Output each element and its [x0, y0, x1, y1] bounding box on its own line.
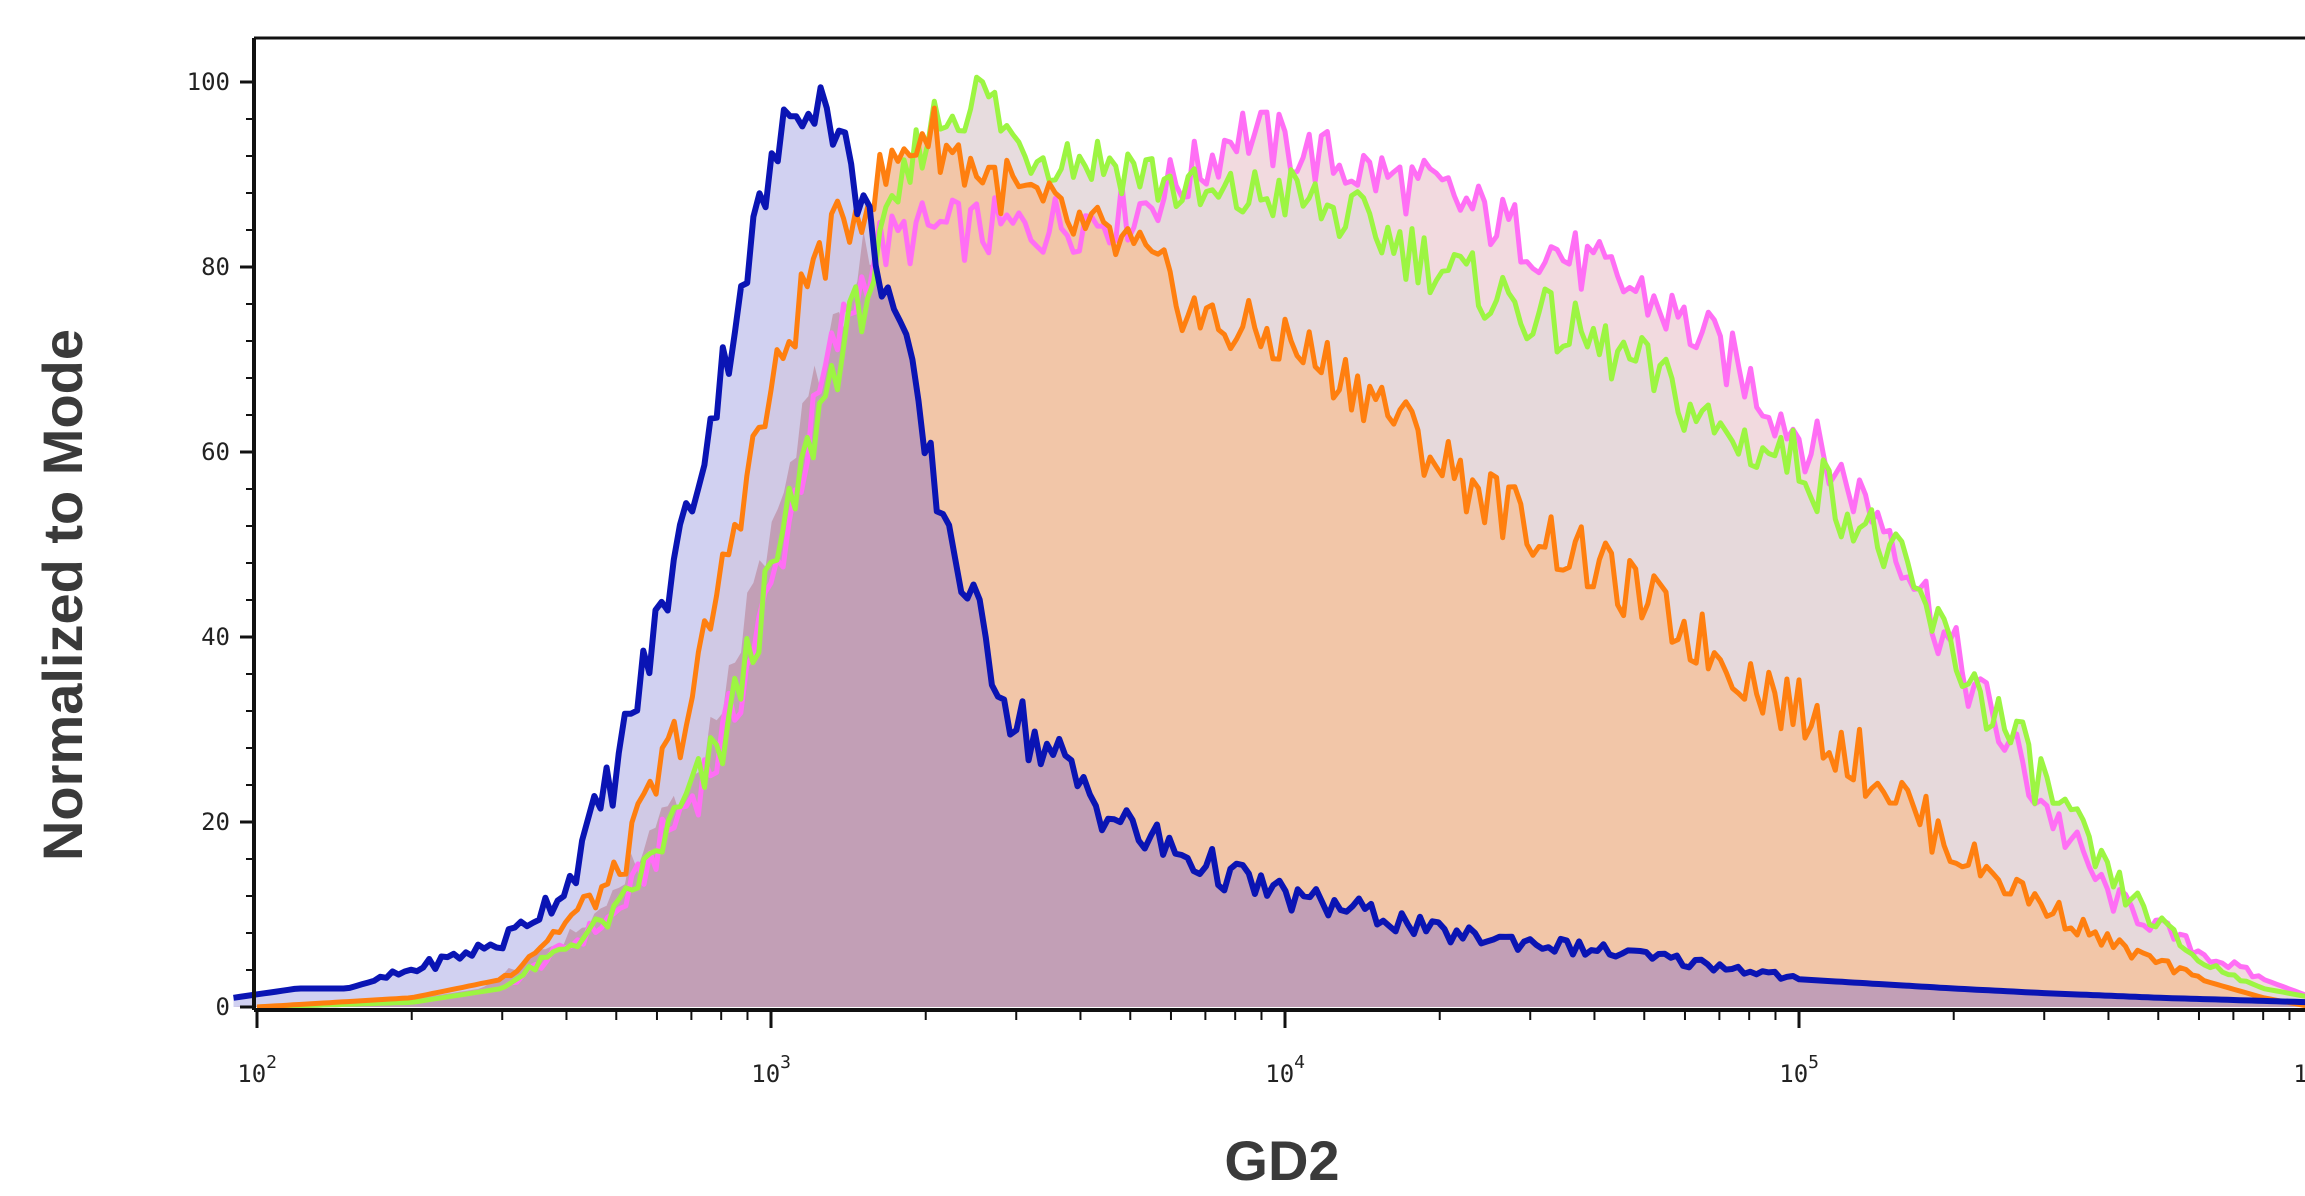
series-lines — [233, 74, 2305, 1010]
x-tick-label: 105 — [1779, 1052, 1819, 1088]
y-tick-label: 60 — [201, 438, 230, 466]
y-tick-label: 80 — [201, 253, 230, 281]
y-tick-label: 40 — [201, 623, 230, 651]
x-axis-title: GD2 — [1224, 1129, 1339, 1192]
y-tick-label: 100 — [187, 68, 230, 96]
axes: 0 20 40 60 80 100 102 103 104 105 106 — [187, 36, 2305, 1088]
y-axis-title: Normalized to Mode — [31, 329, 94, 861]
x-tick-label: 104 — [1265, 1052, 1305, 1088]
series-line-3 — [256, 105, 2305, 1010]
series-fills — [233, 77, 2305, 1007]
y-tick-label: 20 — [201, 808, 230, 836]
overlap-fill — [233, 230, 2305, 1007]
series-line-1 — [256, 109, 2305, 1010]
series-line-4 — [233, 84, 2305, 1006]
x-tick-label: 106 — [2293, 1052, 2305, 1088]
x-tick-label: 103 — [751, 1052, 791, 1088]
y-tick-label: 0 — [216, 993, 230, 1021]
x-tick-label: 102 — [237, 1052, 277, 1088]
series-line-2 — [256, 74, 2305, 1010]
